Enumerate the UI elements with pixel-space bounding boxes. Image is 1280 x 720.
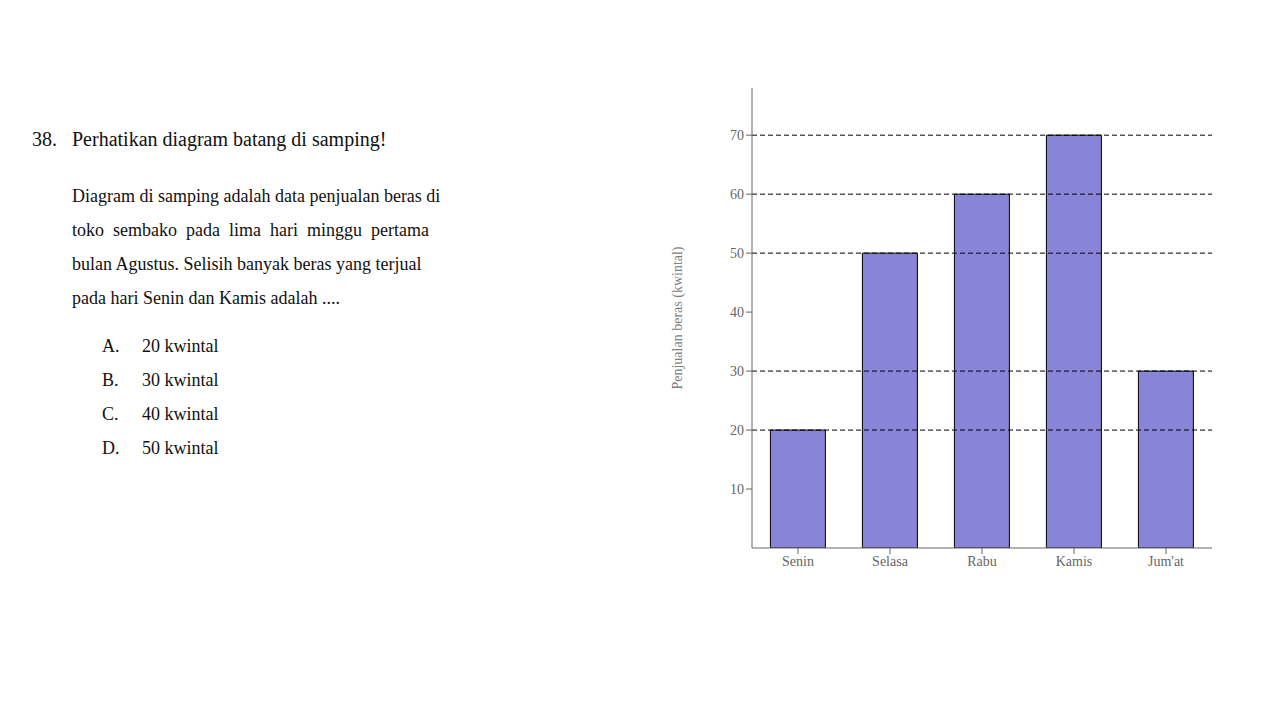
svg-text:60: 60 [730, 187, 744, 202]
html-text:bulan Agustus. Selisih banyak: bulan Agustus. Selisih banyak beras yang… [72, 254, 422, 274]
html-text:Diagram di samping adalah data: Diagram di samping adalah data penjualan… [72, 186, 441, 206]
svg-text:40: 40 [730, 305, 744, 320]
html-text:40 kwintal: 40 kwintal [142, 404, 219, 424]
svg-text:Penjualan beras (kwintal): Penjualan beras (kwintal) [670, 246, 686, 389]
html-text:D.: D. [102, 438, 120, 458]
svg-text:Selasa: Selasa [872, 554, 909, 569]
html-text:38.: 38. [32, 128, 57, 150]
svg-text:Jum'at: Jum'at [1148, 554, 1184, 569]
svg-text:10: 10 [730, 482, 744, 497]
html-text:pada hari Senin dan Kamis adal: pada hari Senin dan Kamis adalah .... [72, 288, 340, 308]
html-text:Perhatikan diagram batang di s: Perhatikan diagram batang di samping! [72, 128, 387, 150]
svg-text:Senin: Senin [782, 554, 814, 569]
html-text:A.: A. [102, 336, 120, 356]
html-text:B.: B. [102, 370, 119, 390]
svg-text:50: 50 [730, 246, 744, 261]
html-text:toko sembako pada lima hari mi: toko sembako pada lima hari minggu perta… [72, 220, 429, 240]
svg-text:70: 70 [730, 128, 744, 143]
html-text:C.: C. [102, 404, 119, 424]
svg-text:Kamis: Kamis [1056, 554, 1093, 569]
svg-text:Rabu: Rabu [967, 554, 997, 569]
html-text:20 kwintal: 20 kwintal [142, 336, 219, 356]
html-text:50 kwintal: 50 kwintal [142, 438, 219, 458]
svg-text:30: 30 [730, 364, 744, 379]
svg-text:20: 20 [730, 423, 744, 438]
html-text:30 kwintal: 30 kwintal [142, 370, 219, 390]
